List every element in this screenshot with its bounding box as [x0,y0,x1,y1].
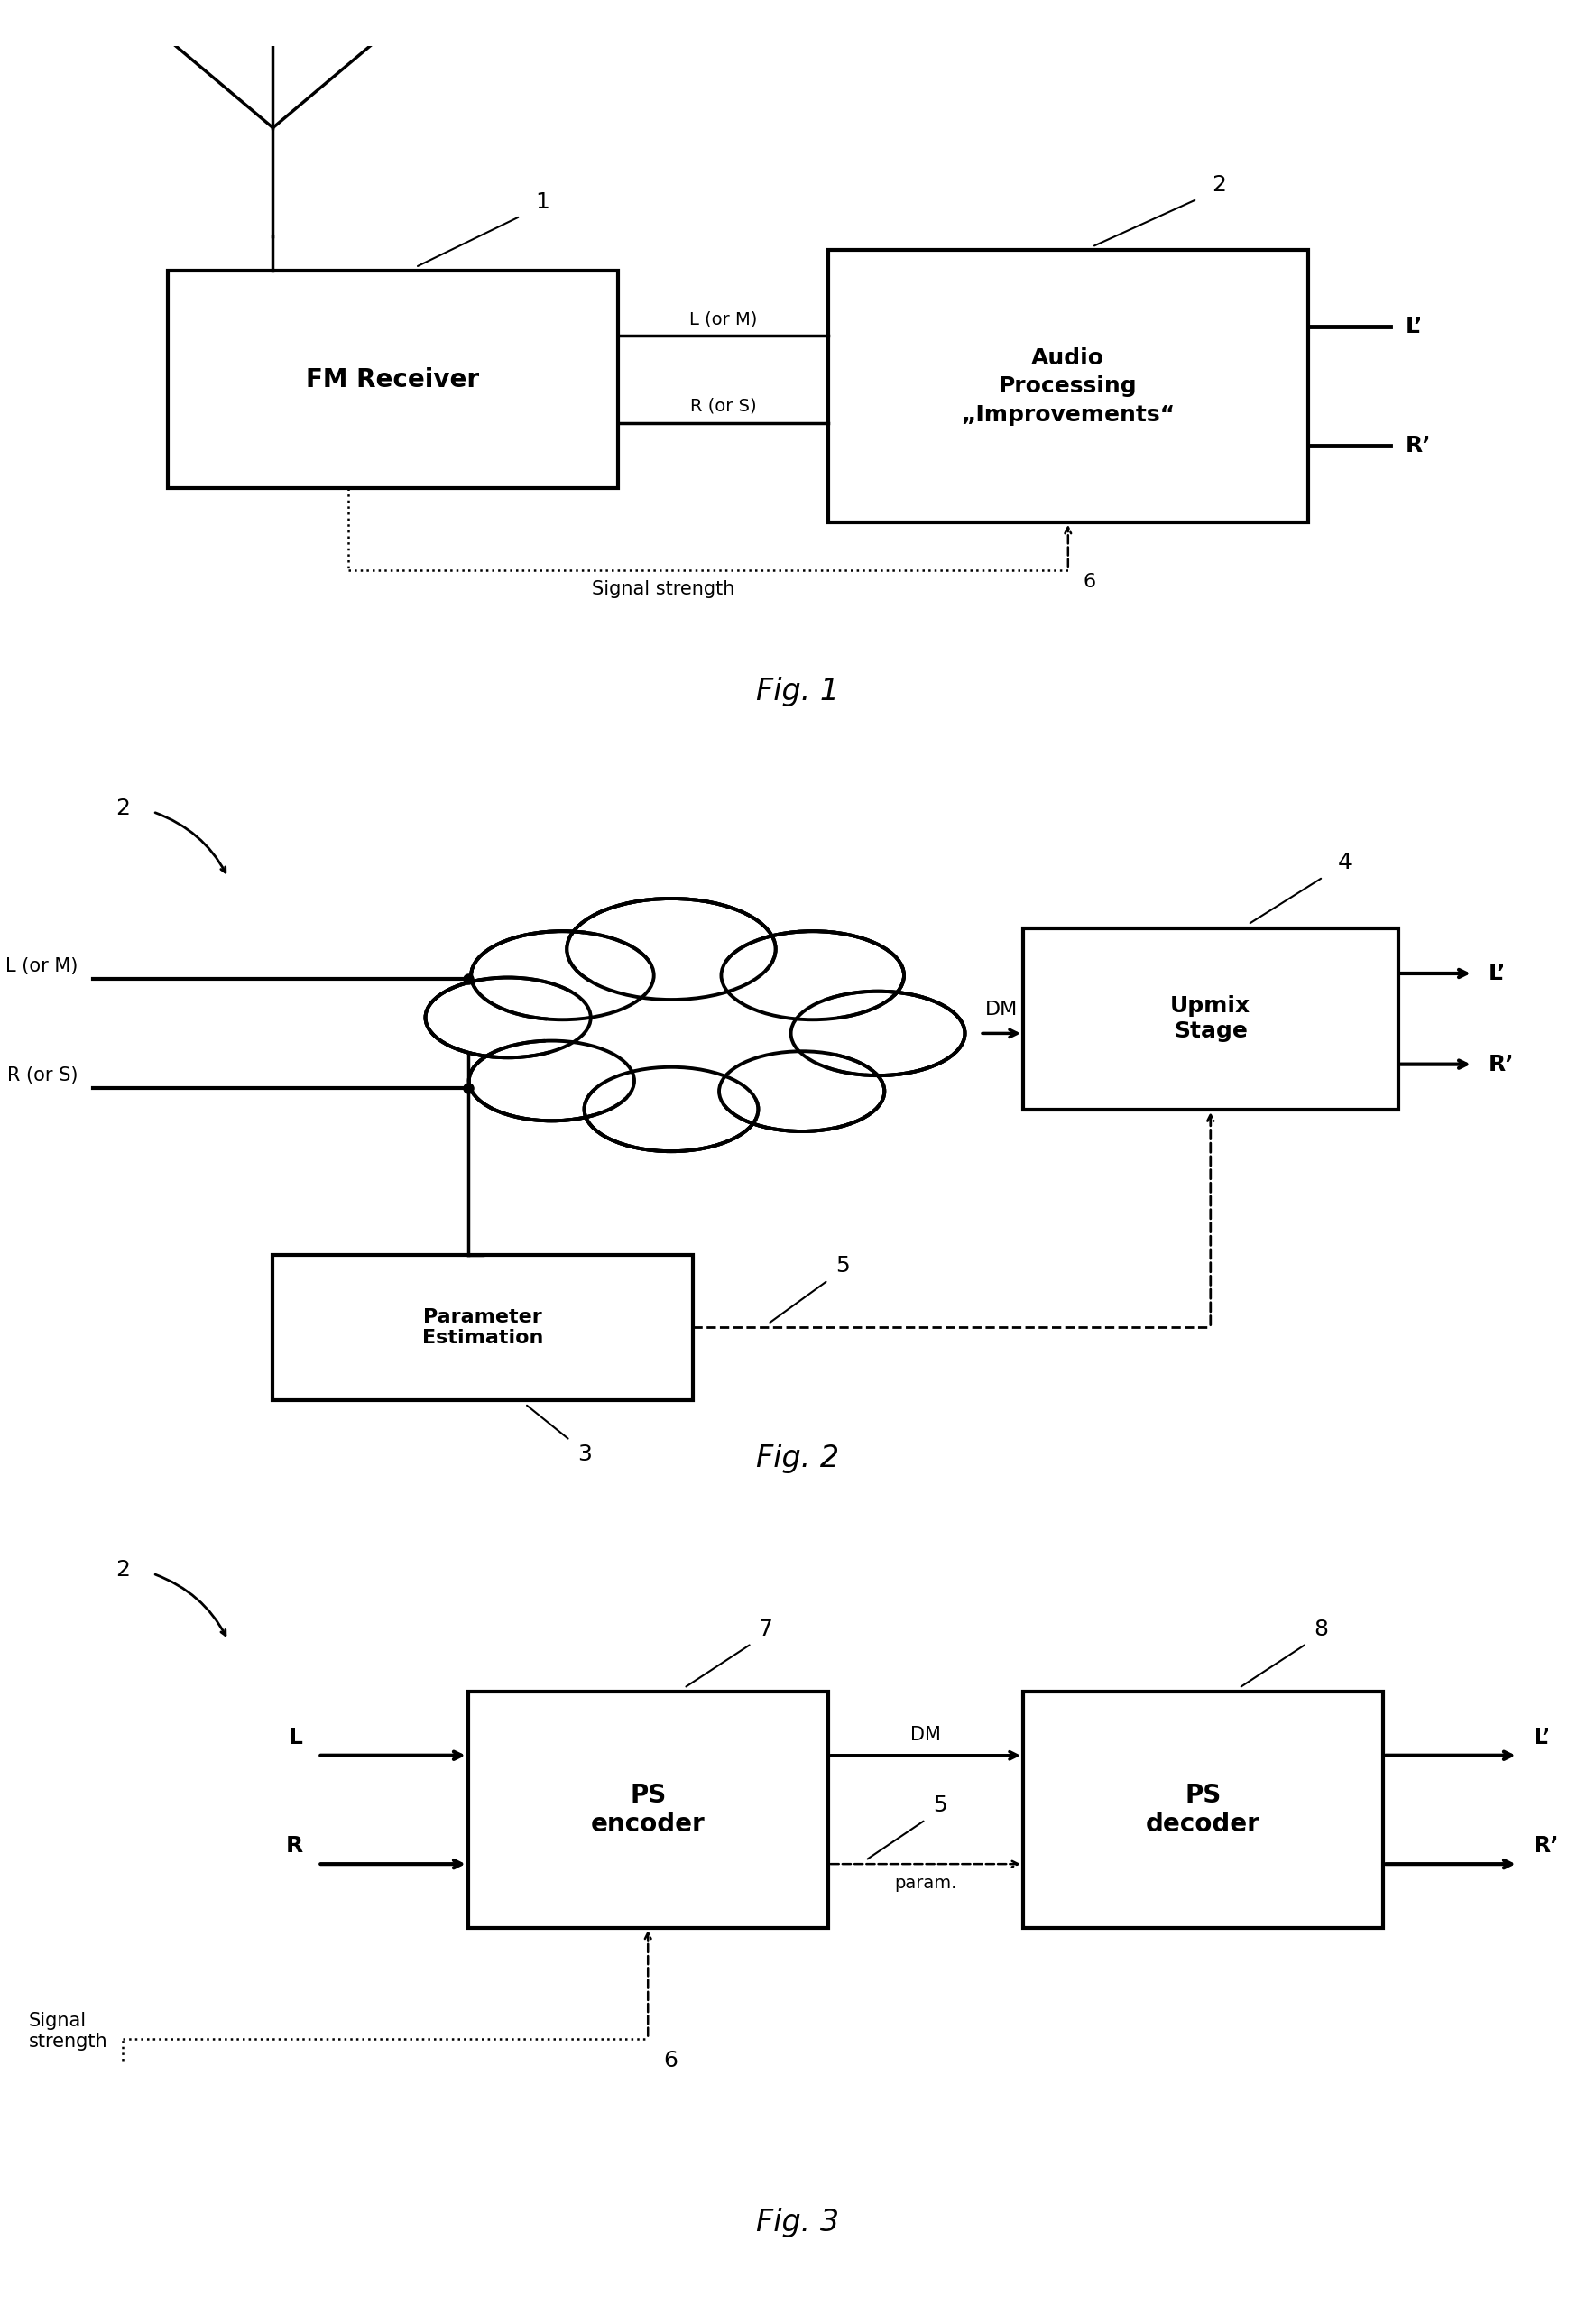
Circle shape [579,904,763,994]
Text: L: L [289,1727,303,1748]
Circle shape [584,1068,758,1151]
Circle shape [436,982,581,1054]
Circle shape [469,1040,634,1121]
Text: Parameter
Estimation: Parameter Estimation [423,1308,544,1347]
Circle shape [479,1045,624,1116]
Text: R (or S): R (or S) [6,1065,78,1084]
FancyBboxPatch shape [168,270,618,489]
Text: L’: L’ [1487,962,1505,985]
Circle shape [721,932,903,1019]
Circle shape [552,964,835,1102]
Text: 4: 4 [1337,851,1352,874]
Text: DM: DM [910,1727,940,1743]
Text: FM Receiver: FM Receiver [306,367,480,392]
Text: R (or S): R (or S) [689,397,757,415]
Circle shape [729,1056,875,1128]
Circle shape [595,1072,749,1146]
Text: Fig. 2: Fig. 2 [757,1444,839,1474]
Text: R’: R’ [1487,1054,1515,1075]
Text: R’: R’ [1406,436,1432,457]
Circle shape [801,996,954,1070]
Text: R’: R’ [1534,1836,1559,1856]
Text: 2: 2 [115,1559,131,1580]
Text: R: R [286,1836,303,1856]
Circle shape [792,992,966,1075]
Text: PS
encoder: PS encoder [591,1783,705,1838]
Text: L (or M): L (or M) [689,311,757,327]
Text: 3: 3 [578,1444,592,1464]
Text: Audio
Processing
„Improvements“: Audio Processing „Improvements“ [961,346,1175,427]
Text: PS
decoder: PS decoder [1146,1783,1261,1838]
Text: 7: 7 [760,1619,774,1640]
Text: 8: 8 [1314,1619,1328,1640]
Text: DM: DM [985,1001,1018,1019]
Circle shape [482,936,643,1015]
Text: 6: 6 [1084,574,1096,590]
Text: L (or M): L (or M) [5,957,78,975]
FancyBboxPatch shape [1023,1693,1384,1928]
Circle shape [546,962,841,1105]
Text: 6: 6 [662,2050,677,2071]
FancyBboxPatch shape [468,1693,828,1928]
Text: 5: 5 [934,1794,948,1817]
Text: Signal
strength: Signal strength [29,2011,109,2050]
Circle shape [426,978,591,1058]
Text: 2: 2 [1211,175,1226,196]
Text: Upmix
Stage: Upmix Stage [1170,996,1251,1042]
Text: Fig. 1: Fig. 1 [757,676,839,706]
Text: Signal strength: Signal strength [592,581,734,597]
Text: 1: 1 [536,191,549,212]
FancyBboxPatch shape [273,1254,693,1400]
Text: Fig. 3: Fig. 3 [757,2207,839,2237]
Circle shape [567,899,776,1001]
Text: param.: param. [894,1875,958,1893]
FancyBboxPatch shape [828,251,1309,521]
FancyBboxPatch shape [1023,927,1398,1109]
Text: 5: 5 [836,1254,849,1278]
Text: 2: 2 [115,798,131,819]
Circle shape [733,936,894,1015]
Circle shape [562,971,824,1098]
Circle shape [471,932,654,1019]
Circle shape [720,1052,884,1132]
Text: L’: L’ [1534,1727,1551,1748]
Text: L’: L’ [1406,316,1424,337]
